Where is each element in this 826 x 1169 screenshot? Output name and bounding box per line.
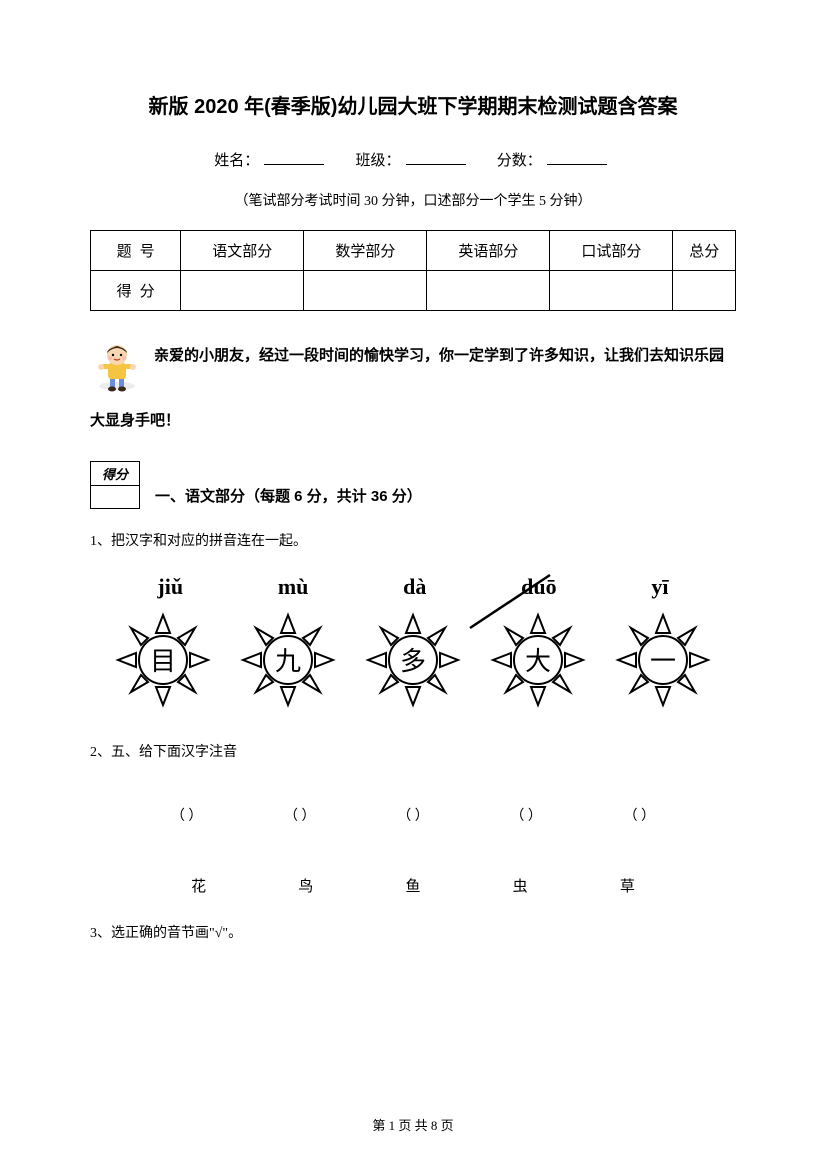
- document-title: 新版 2020 年(春季版)幼儿园大班下学期期末检测试题含答案: [90, 90, 736, 119]
- page-footer: 第 1 页 共 8 页: [0, 1115, 826, 1134]
- char-row: 花 鸟 鱼 虫 草: [90, 875, 736, 896]
- table-col: 数学部分: [304, 231, 427, 271]
- question-2: 2、五、给下面汉字注音: [90, 740, 736, 765]
- class-blank: [406, 164, 466, 165]
- class-label: 班级：: [355, 153, 400, 169]
- time-note: （笔试部分考试时间 30 分钟，口述部分一个学生 5 分钟）: [90, 190, 736, 210]
- pinyin-row: jiǔ mù dà duō yī: [90, 574, 736, 600]
- table-cell: [427, 271, 550, 311]
- table-col: 口试部分: [550, 231, 673, 271]
- table-cell: [673, 271, 736, 311]
- section-title: 一、语文部分（每题 6 分，共计 36 分）: [155, 485, 422, 509]
- table-header-label: 题号: [91, 231, 181, 271]
- pinyin-item: duō: [521, 574, 556, 600]
- sun-row: 目 九 多: [90, 610, 736, 710]
- name-blank: [264, 164, 324, 165]
- char-item: 鱼: [405, 875, 420, 896]
- score-label: 分数：: [497, 153, 542, 169]
- svg-text:目: 目: [150, 647, 176, 676]
- table-col: 语文部分: [181, 231, 304, 271]
- paren-item: （ ）: [171, 805, 203, 825]
- section-score-box: 得分: [90, 461, 140, 509]
- section-header: 得分 一、语文部分（每题 6 分，共计 36 分）: [90, 461, 736, 509]
- pinyin-item: dà: [403, 574, 426, 600]
- sun-icon: 一: [613, 610, 713, 710]
- score-box-label: 得分: [91, 462, 139, 486]
- char-item: 鸟: [298, 875, 313, 896]
- char-item: 草: [620, 875, 635, 896]
- student-info-row: 姓名： 班级： 分数：: [90, 149, 736, 170]
- svg-text:多: 多: [400, 647, 426, 676]
- score-table: 题号 语文部分 数学部分 英语部分 口试部分 总分 得分: [90, 230, 736, 311]
- paren-item: （ ）: [510, 805, 542, 825]
- svg-text:一: 一: [650, 647, 676, 676]
- score-blank: [547, 164, 607, 165]
- table-row: 得分: [91, 271, 736, 311]
- svg-text:九: 九: [275, 647, 301, 676]
- table-cell: [550, 271, 673, 311]
- boy-cartoon-icon: [90, 341, 145, 406]
- char-item: 花: [191, 875, 206, 896]
- question-3: 3、选正确的音节画"√"。: [90, 921, 736, 946]
- paren-row: （ ） （ ） （ ） （ ） （ ）: [90, 805, 736, 825]
- score-box-blank: [91, 486, 139, 508]
- table-col: 英语部分: [427, 231, 550, 271]
- intro-section: 亲爱的小朋友，经过一段时间的愉快学习，你一定学到了许多知识，让我们去知识乐园大显…: [90, 341, 736, 436]
- sun-icon: 多: [363, 610, 463, 710]
- table-score-label: 得分: [91, 271, 181, 311]
- sun-icon: 目: [113, 610, 213, 710]
- char-item: 虫: [513, 875, 528, 896]
- question-1: 1、把汉字和对应的拼音连在一起。: [90, 529, 736, 554]
- table-cell: [181, 271, 304, 311]
- table-col: 总分: [673, 231, 736, 271]
- sun-icon: 大: [488, 610, 588, 710]
- paren-item: （ ）: [397, 805, 429, 825]
- pinyin-item: mù: [278, 574, 309, 600]
- name-label: 姓名：: [214, 153, 259, 169]
- pinyin-item: jiǔ: [157, 574, 183, 600]
- intro-text: 亲爱的小朋友，经过一段时间的愉快学习，你一定学到了许多知识，让我们去知识乐园大显…: [90, 348, 724, 429]
- table-row: 题号 语文部分 数学部分 英语部分 口试部分 总分: [91, 231, 736, 271]
- sun-icon: 九: [238, 610, 338, 710]
- paren-item: （ ）: [284, 805, 316, 825]
- pinyin-item: yī: [651, 574, 668, 600]
- svg-text:大: 大: [525, 647, 551, 676]
- paren-item: （ ）: [624, 805, 656, 825]
- table-cell: [304, 271, 427, 311]
